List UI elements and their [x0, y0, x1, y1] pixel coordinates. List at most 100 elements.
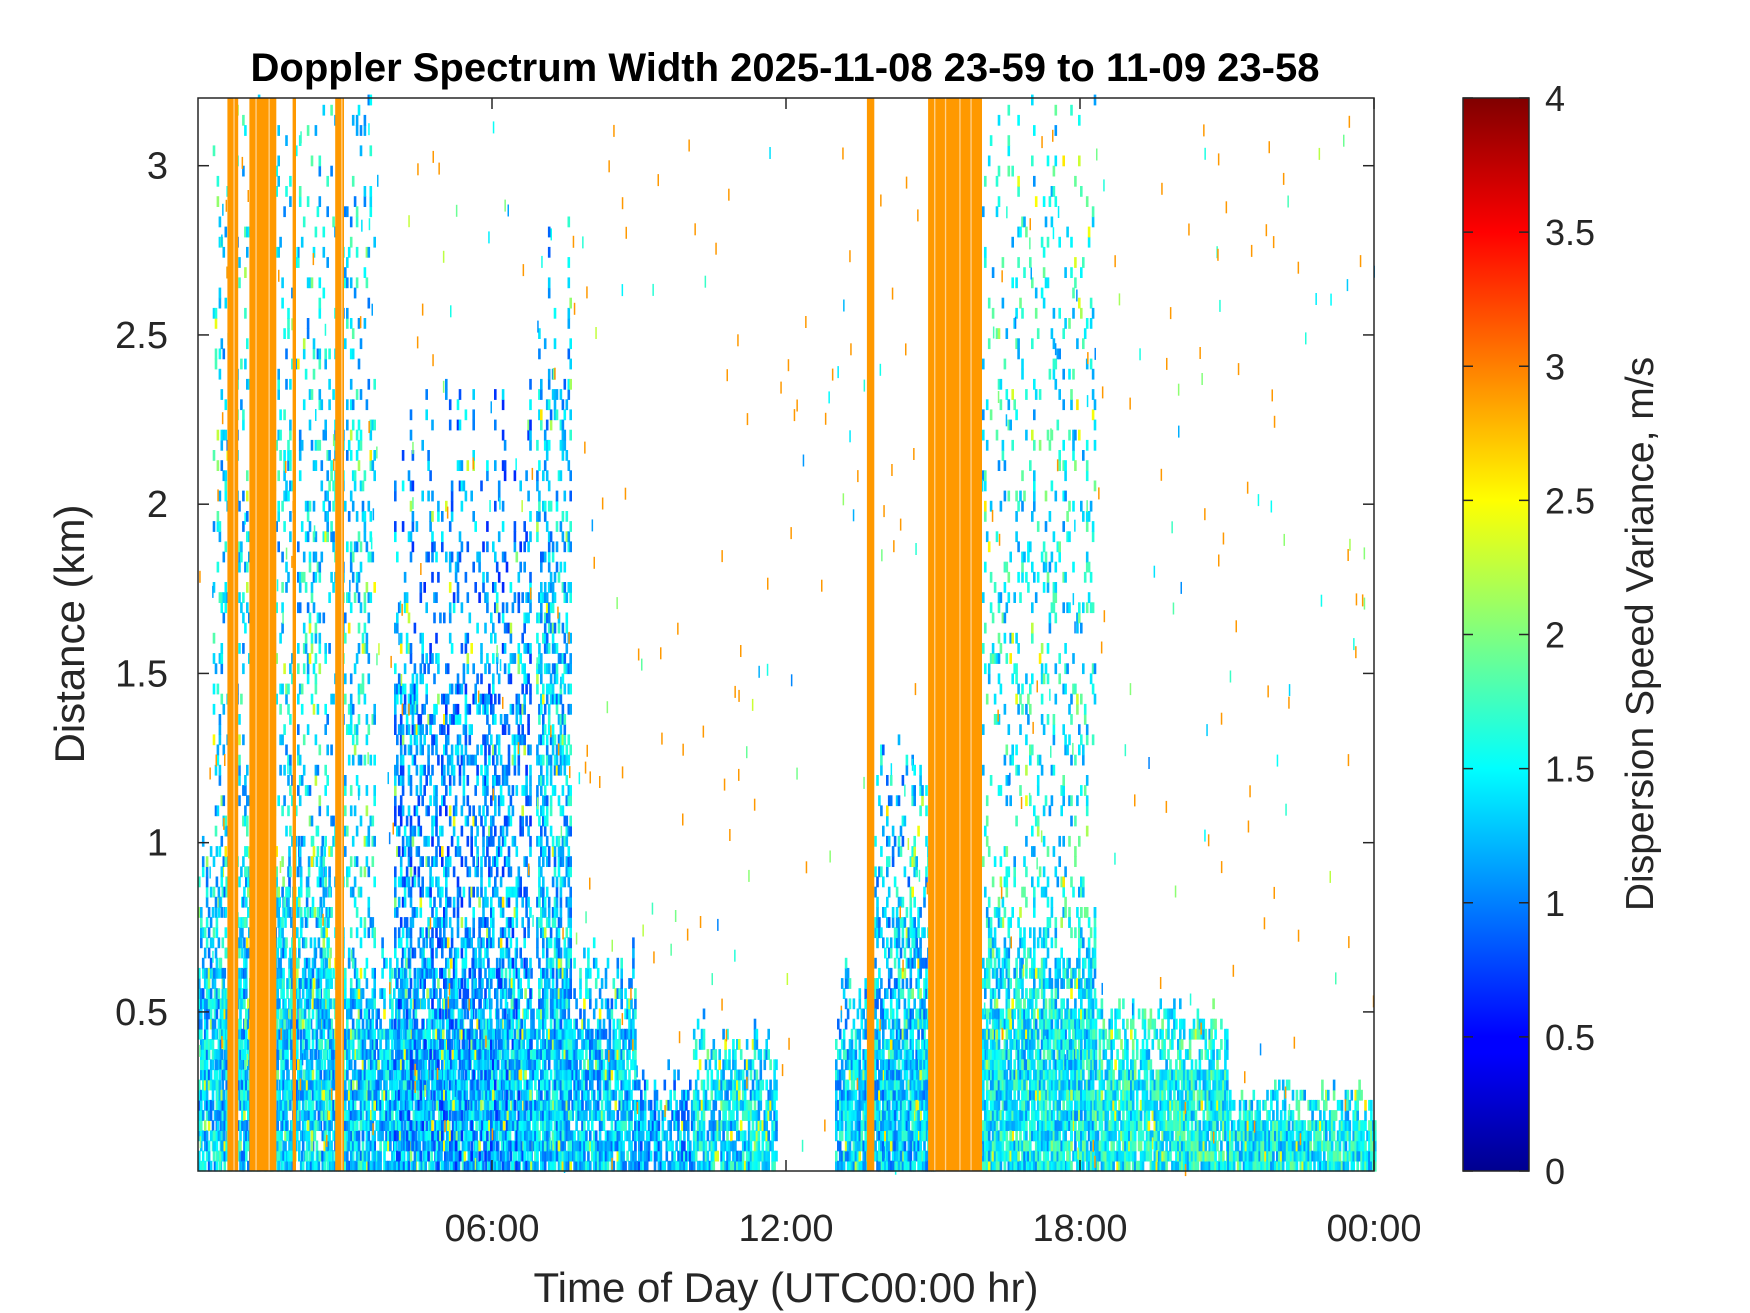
heatmap-cell: [437, 1079, 440, 1091]
heatmap-cell: [506, 1059, 510, 1071]
heatmap-cell: [371, 1028, 375, 1040]
heatmap-cell: [456, 419, 460, 431]
heatmap-cell: [219, 1039, 223, 1050]
heatmap-cell: [332, 998, 335, 1010]
heatmap-cell: [239, 1130, 242, 1142]
heatmap-cell: [472, 815, 475, 827]
heatmap-cell: [565, 967, 569, 979]
heatmap-cell: [567, 1059, 571, 1071]
heatmap-cell: [484, 1059, 487, 1071]
heatmap-cell: [450, 988, 454, 999]
heatmap-cell: [323, 1008, 326, 1020]
heatmap-cell: [486, 693, 489, 705]
heatmap-cell: [441, 856, 444, 867]
heatmap-cell: [532, 1028, 535, 1040]
heatmap-cell: [616, 1069, 620, 1081]
heatmap-cell: [429, 521, 432, 532]
heatmap-cell: [433, 967, 436, 979]
heatmap-cell: [476, 825, 479, 837]
heatmap-cell: [488, 866, 491, 878]
heatmap-cell: [282, 1150, 285, 1162]
heatmap-cell: [394, 1069, 397, 1081]
heatmap-cell: [200, 1069, 203, 1081]
heatmap-cell: [391, 1018, 394, 1030]
heatmap-cell: [406, 1028, 410, 1040]
heatmap-cell: [409, 775, 413, 786]
heatmap-cell: [507, 744, 511, 756]
heatmap-cell: [450, 511, 454, 522]
heatmap-cell: [396, 1089, 399, 1101]
heatmap-cell: [470, 643, 473, 654]
heatmap-cell: [437, 1008, 440, 1020]
heatmap-cell: [486, 947, 489, 959]
heatmap-cell: [594, 978, 598, 989]
heatmap-cell: [530, 1028, 533, 1040]
heatmap-cell: [421, 967, 424, 979]
heatmap-cell: [394, 1140, 397, 1152]
heatmap-cell: [453, 1049, 457, 1060]
heatmap-cell: [468, 1059, 472, 1071]
heatmap-cell: [551, 1028, 555, 1040]
heatmap-cell: [632, 947, 635, 959]
heatmap-cell: [205, 978, 209, 989]
heatmap-cell: [509, 673, 513, 685]
heatmap-cell: [484, 1049, 487, 1060]
heatmap-cell: [472, 409, 475, 421]
heatmap-cell: [591, 1049, 594, 1060]
heatmap-cell: [460, 978, 464, 989]
heatmap-cell: [594, 1140, 598, 1152]
heatmap-cell: [486, 805, 489, 817]
heatmap-cell: [509, 988, 513, 999]
heatmap-cell: [396, 825, 399, 837]
heatmap-cell: [435, 967, 438, 979]
heatmap-cell: [441, 693, 444, 705]
heatmap-cell: [282, 1140, 285, 1152]
heatmap-cell: [543, 1059, 547, 1071]
heatmap-cell: [402, 1008, 406, 1020]
heatmap-cell: [365, 1099, 369, 1111]
heatmap-cell: [515, 734, 519, 746]
heatmap-cell: [423, 764, 426, 776]
heatmap-cell: [441, 967, 444, 979]
heatmap-cell: [405, 1140, 409, 1152]
heatmap-cell: [243, 1140, 246, 1152]
heatmap-cell: [620, 967, 623, 979]
heatmap-cell: [282, 978, 285, 989]
heatmap-cell: [467, 1069, 471, 1081]
heatmap-cell: [598, 1079, 602, 1091]
heatmap-cell: [463, 1079, 467, 1091]
heatmap-cell: [497, 612, 501, 624]
heatmap-cell: [480, 744, 483, 756]
heatmap-cell: [460, 947, 464, 959]
heatmap-cell: [496, 1059, 500, 1071]
heatmap-cell: [505, 825, 509, 837]
heatmap-cell: [411, 876, 415, 888]
heatmap-cell: [446, 663, 450, 675]
heatmap-cell: [614, 1049, 618, 1060]
heatmap-cell: [296, 896, 299, 908]
heatmap-cell: [441, 1059, 444, 1071]
heatmap-cell: [482, 541, 485, 553]
heatmap-cell: [211, 907, 215, 918]
heatmap-cell: [626, 1028, 629, 1040]
heatmap-cell: [207, 1140, 211, 1152]
heatmap-cell: [405, 815, 409, 827]
heatmap-cell: [441, 541, 444, 553]
heatmap-cell: [347, 1039, 351, 1050]
heatmap-cell: [471, 988, 474, 999]
heatmap-cell: [466, 754, 470, 766]
heatmap-cell: [365, 1089, 369, 1101]
heatmap-cell: [421, 744, 424, 756]
heatmap-cell: [557, 1018, 561, 1030]
heatmap-cell: [375, 1089, 378, 1101]
heatmap-cell: [280, 1069, 283, 1081]
heatmap-cell: [329, 998, 332, 1010]
heatmap-cell: [456, 835, 460, 847]
heatmap-cell: [490, 1049, 493, 1060]
heatmap-cell: [379, 1079, 382, 1091]
heatmap-cell: [426, 988, 429, 999]
heatmap-cell: [239, 1018, 242, 1030]
heatmap-cell: [205, 998, 209, 1010]
heatmap-cell: [454, 703, 458, 715]
heatmap-cell: [403, 663, 407, 675]
